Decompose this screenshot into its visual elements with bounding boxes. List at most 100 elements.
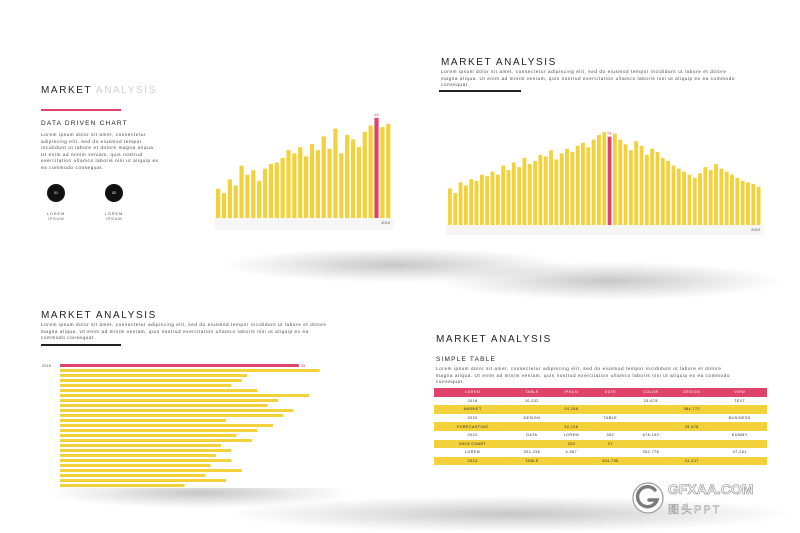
bar: [350, 139, 356, 218]
bar: [501, 165, 506, 225]
slide1-body: Lorem ipsum dolor sit amet, consectetur …: [41, 132, 159, 170]
bar: [304, 156, 309, 218]
slide-data-driven-chart: MARKET ANALYSIS DATA DRIVEN CHART Lorem …: [28, 60, 394, 250]
table-cell: TABLE: [525, 459, 539, 464]
table-cell: BUSINESS: [728, 416, 751, 421]
gfxaa-watermark-logo: GFXAA.COM 图头PPT: [628, 476, 788, 520]
table-cell: 352: [606, 433, 615, 438]
slide2-divider: [439, 90, 521, 92]
hbar-highlight-label: 45: [301, 363, 306, 368]
bar: [362, 131, 367, 218]
hbar: [60, 469, 242, 472]
hbar: [60, 444, 221, 447]
bar: [298, 147, 303, 218]
bar: [708, 170, 713, 225]
table-row: DATA CHART 320 27: [434, 439, 767, 449]
bar: [268, 164, 274, 218]
bar: [239, 165, 244, 218]
table-cell: TEXT: [734, 398, 746, 403]
table-cell: [511, 422, 552, 431]
slide-shadow-1: [225, 248, 565, 282]
table-cell: [712, 422, 767, 431]
table-cell: 47,281: [732, 450, 747, 455]
bar: [676, 168, 681, 225]
slide4-title: MARKET ANALYSIS: [436, 334, 552, 345]
bar: [380, 127, 385, 218]
table-cell: LOREM: [465, 450, 481, 455]
hbar: [60, 464, 211, 467]
bar: [559, 153, 564, 225]
table-cell: 2020: [467, 416, 478, 421]
bar: [292, 153, 297, 218]
bar: [453, 193, 458, 225]
table-cell: 4,587: [565, 450, 578, 455]
bar: [458, 182, 463, 225]
bar: [703, 167, 708, 225]
bar: [650, 148, 655, 225]
bar: [274, 162, 279, 218]
table-cell: [511, 405, 552, 414]
bar: [345, 134, 350, 218]
bar-highlight-label: 51: [607, 131, 612, 136]
slide1-title: MARKET ANALYSIS: [41, 85, 157, 96]
bar: [490, 171, 495, 225]
table-header-cell: TABLE: [525, 390, 539, 395]
bar: [368, 125, 373, 218]
bar: [597, 135, 601, 225]
hbar: [60, 429, 258, 432]
bar: [543, 156, 548, 225]
table-row: 2022 DATA LOREM 352 678,150 DUMMY: [434, 430, 767, 440]
vertical-bar-chart-2: 51 2019: [446, 131, 764, 235]
hbar: [60, 484, 185, 487]
bar: [315, 150, 320, 218]
bar: [591, 139, 596, 225]
circle-marker-2: 02: [105, 184, 123, 202]
bar: [280, 157, 285, 218]
bar: [666, 161, 671, 225]
svg-text:GFXAA.COM: GFXAA.COM: [668, 481, 754, 497]
table-cell: [631, 440, 672, 449]
hbar-highlight: [60, 364, 299, 367]
table-cell: 678,150: [642, 433, 660, 438]
table-header-cell: LOREM: [465, 390, 481, 395]
hbar: [60, 369, 320, 372]
hbar: [60, 399, 279, 402]
slide1-divider: [41, 109, 121, 111]
bar: [586, 147, 591, 225]
table-cell: DATA CHART: [459, 441, 487, 446]
bar: [262, 168, 268, 218]
bar: [724, 171, 729, 225]
table-body: 2018 10,332 25,678 TEXT MARKET 24,258 384,772 2…: [434, 396, 767, 466]
slide4-subtitle: SIMPLE TABLE: [436, 356, 497, 363]
table-row: 2020 DESIGN TABLE BUSINESS: [434, 413, 767, 423]
table-cell: 352,778: [642, 450, 660, 455]
table-cell: DESIGN: [523, 416, 541, 421]
hbar: [60, 384, 232, 387]
bar: [623, 144, 628, 225]
table-cell: 24,258: [564, 407, 579, 412]
bar: [356, 147, 362, 218]
table-cell: FORECASTING: [456, 424, 489, 429]
bar: [321, 136, 326, 218]
table-cell: DUMMY: [731, 433, 748, 438]
table-cell: [590, 448, 631, 457]
table-row: FORECASTING 32,126 25,678: [434, 422, 767, 431]
bar-highlight-label: 45: [374, 112, 379, 117]
table-cell: [590, 422, 631, 431]
hbar: [60, 379, 242, 382]
bar: [628, 150, 633, 225]
table-cell: [631, 414, 672, 423]
slide3-title: MARKET ANALYSIS: [41, 310, 157, 321]
hbar: [60, 414, 284, 417]
hbar: [60, 389, 258, 392]
bar: [570, 151, 575, 225]
hbar: [60, 474, 206, 477]
table-cell: [671, 414, 712, 423]
chart-baseline-band: [214, 218, 394, 230]
bar: [687, 174, 692, 225]
table-cell: 27: [607, 441, 613, 446]
bar: [286, 150, 291, 218]
bar: [339, 153, 344, 218]
hbar: [60, 439, 253, 442]
bar: [655, 151, 660, 225]
